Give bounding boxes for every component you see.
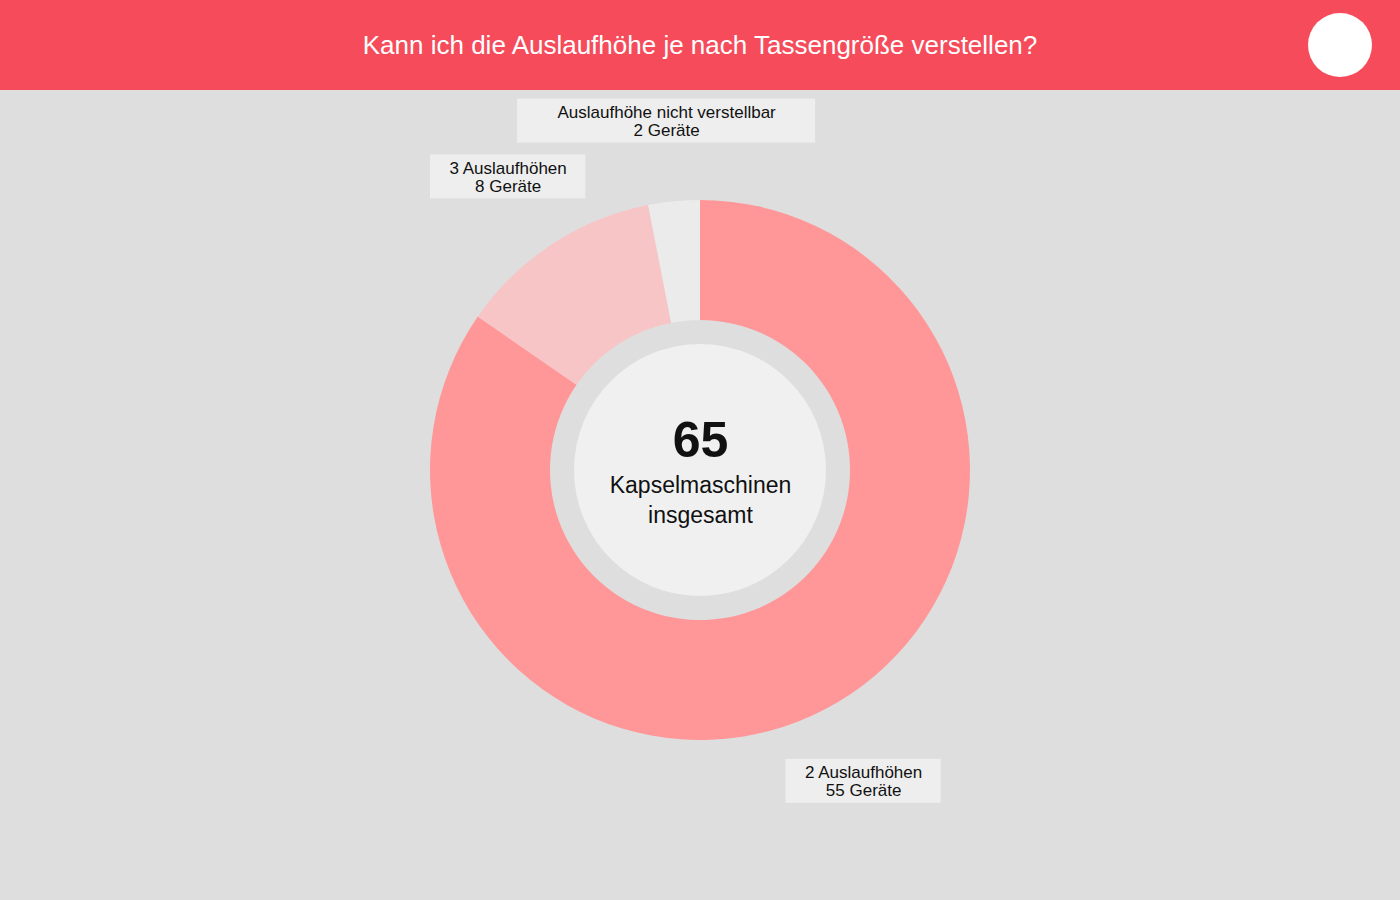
html-text:Kann ich die Auslaufhöhe je na: Kann ich die Auslaufhöhe je nach Tasseng… — [362, 30, 1038, 60]
svg-text:3 Auslaufhöhen8 Geräte: 3 Auslaufhöhen8 Geräte — [450, 159, 567, 196]
svg-text:Kapselmaschineninsgesamt: Kapselmaschineninsgesamt — [610, 472, 792, 528]
svg-text:Auslaufhöhe nicht verstellbar2: Auslaufhöhe nicht verstellbar2 Geräte — [557, 103, 776, 140]
svg-text:2 Auslaufhöhen55 Geräte: 2 Auslaufhöhen55 Geräte — [805, 763, 922, 800]
svg-text:65: 65 — [673, 412, 729, 468]
